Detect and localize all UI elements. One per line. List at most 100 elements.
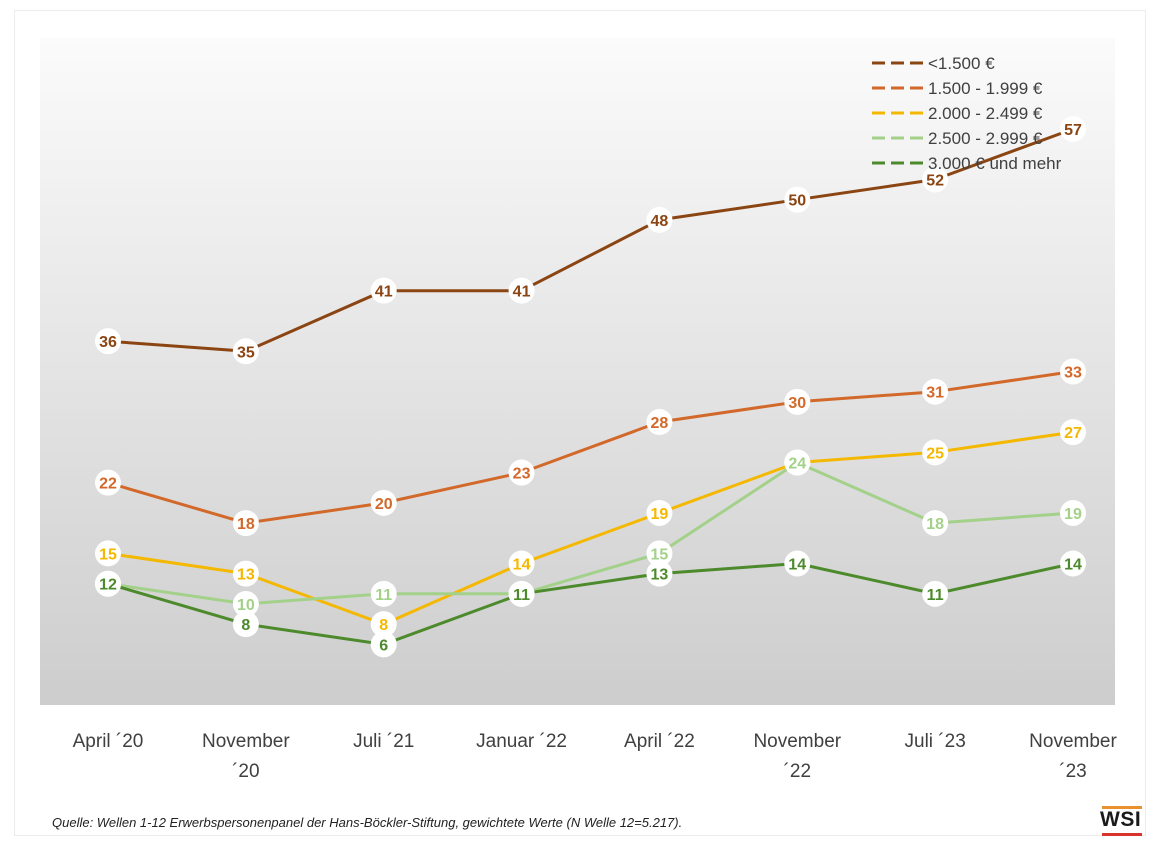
data-point-1-0 bbox=[95, 469, 121, 496]
x-tick-label-6: Juli ´23 bbox=[905, 731, 966, 752]
data-point-4-5 bbox=[784, 550, 811, 577]
data-label-1-0: 22 bbox=[99, 476, 117, 493]
data-point-0-2 bbox=[370, 277, 397, 304]
chart-frame bbox=[14, 10, 1146, 836]
data-point-4-3 bbox=[508, 580, 535, 607]
data-point-2-2 bbox=[370, 611, 397, 638]
legend-label-0: <1.500 € bbox=[928, 54, 995, 73]
data-label-4-0: 12 bbox=[99, 577, 117, 594]
data-point-2-0 bbox=[95, 540, 121, 567]
data-point-3-6 bbox=[922, 510, 949, 537]
data-label-4-5: 14 bbox=[788, 557, 806, 574]
data-label-0-0: 36 bbox=[99, 334, 117, 351]
legend-label-3: 2.500 - 2.999 € bbox=[928, 129, 1043, 148]
data-point-4-0 bbox=[95, 570, 121, 597]
x-tick-label-2: Juli ´21 bbox=[353, 731, 414, 752]
data-point-2-4 bbox=[646, 499, 673, 526]
data-point-4-7 bbox=[1060, 550, 1086, 577]
data-label-4-6: 11 bbox=[927, 587, 944, 604]
data-label-1-7: 33 bbox=[1064, 365, 1082, 382]
data-point-1-2 bbox=[370, 489, 397, 516]
data-label-1-1: 18 bbox=[237, 516, 255, 533]
data-point-1-5 bbox=[784, 388, 811, 415]
data-label-2-0: 15 bbox=[99, 546, 117, 563]
data-label-3-6: 18 bbox=[926, 516, 944, 533]
data-label-1-3: 23 bbox=[513, 466, 531, 483]
x-tick-label-0: April ´20 bbox=[73, 731, 144, 752]
data-point-0-3 bbox=[508, 277, 535, 304]
data-point-1-6 bbox=[922, 378, 949, 405]
data-label-0-5: 50 bbox=[788, 193, 806, 210]
data-point-1-4 bbox=[646, 409, 673, 436]
data-point-4-4 bbox=[646, 560, 673, 587]
legend-label-4: 3.000 € und mehr bbox=[928, 154, 1062, 173]
legend-label-1: 1.500 - 1.999 € bbox=[928, 79, 1043, 98]
data-point-0-7 bbox=[1060, 115, 1086, 142]
data-label-3-1: 10 bbox=[237, 597, 255, 614]
data-label-0-7: 57 bbox=[1064, 122, 1082, 139]
data-label-1-5: 30 bbox=[788, 395, 806, 412]
series-line-3 bbox=[107, 461, 1074, 606]
data-label-4-2: 6 bbox=[379, 637, 388, 654]
data-label-4-7: 14 bbox=[1064, 557, 1082, 574]
logo-text: WSI bbox=[1100, 808, 1142, 831]
data-point-4-6 bbox=[922, 580, 949, 607]
x-tick-label-5: November bbox=[753, 731, 841, 752]
x-tick-label-4: April ´22 bbox=[624, 731, 695, 752]
series-line-0 bbox=[107, 127, 1074, 353]
data-label-0-6: 52 bbox=[926, 172, 944, 189]
data-label-2-7: 27 bbox=[1064, 425, 1082, 442]
x-tick-label-1-line2: ´20 bbox=[232, 761, 259, 782]
data-point-1-3 bbox=[508, 459, 535, 486]
data-point-1-1 bbox=[232, 510, 259, 537]
data-label-0-3: 41 bbox=[513, 284, 531, 301]
data-point-4-1 bbox=[232, 611, 259, 638]
data-point-3-1 bbox=[232, 590, 259, 617]
data-point-3-4 bbox=[646, 540, 673, 567]
x-tick-label-7-line2: ´23 bbox=[1059, 761, 1086, 782]
data-point-2-1 bbox=[232, 560, 259, 587]
data-label-4-1: 8 bbox=[241, 617, 250, 634]
x-tick-label-5-line2: ´22 bbox=[784, 761, 811, 782]
data-label-4-4: 13 bbox=[651, 567, 669, 584]
series-line-1 bbox=[107, 370, 1074, 525]
data-point-2-6 bbox=[922, 439, 949, 466]
data-label-3-2: 11 bbox=[375, 587, 392, 604]
data-label-1-6: 31 bbox=[926, 385, 944, 402]
data-label-0-4: 48 bbox=[651, 213, 669, 230]
data-label-1-4: 28 bbox=[651, 415, 669, 432]
x-tick-label-7: November bbox=[1029, 731, 1117, 752]
data-point-2-3 bbox=[508, 550, 535, 577]
data-point-0-4 bbox=[646, 206, 673, 233]
source-note: Quelle: Wellen 1-12 Erwerbspersonenpanel… bbox=[52, 815, 683, 830]
x-tick-label-1: November bbox=[202, 731, 290, 752]
data-label-2-1: 13 bbox=[237, 567, 255, 584]
data-point-0-0 bbox=[95, 328, 121, 355]
data-point-3-7 bbox=[1060, 499, 1086, 526]
data-label-4-3: 11 bbox=[513, 587, 530, 604]
data-label-2-3: 14 bbox=[513, 557, 531, 574]
wsi-logo: WSI bbox=[1096, 798, 1146, 836]
data-label-0-2: 41 bbox=[375, 284, 393, 301]
data-point-3-2 bbox=[370, 580, 397, 607]
data-point-4-2 bbox=[370, 631, 397, 658]
data-point-2-7 bbox=[1060, 419, 1086, 446]
data-point-1-7 bbox=[1060, 358, 1086, 385]
data-point-0-5 bbox=[784, 186, 811, 213]
data-label-0-1: 35 bbox=[237, 344, 255, 361]
legend-label-2: 2.000 - 2.499 € bbox=[928, 104, 1043, 123]
data-point-3-5 bbox=[784, 449, 811, 476]
data-label-1-2: 20 bbox=[375, 496, 393, 513]
data-label-2-6: 25 bbox=[926, 445, 944, 462]
data-label-3-5: 24 bbox=[788, 455, 806, 472]
data-label-2-2: 8 bbox=[379, 617, 388, 634]
data-label-2-4: 19 bbox=[651, 506, 669, 523]
data-label-3-7: 19 bbox=[1064, 506, 1082, 523]
data-point-0-1 bbox=[232, 338, 259, 365]
data-point-0-6 bbox=[922, 166, 949, 193]
series-line-2 bbox=[107, 430, 1074, 626]
x-tick-label-3: Januar ´22 bbox=[476, 731, 567, 752]
data-label-3-4: 15 bbox=[651, 546, 669, 563]
series-line-4 bbox=[107, 562, 1074, 646]
